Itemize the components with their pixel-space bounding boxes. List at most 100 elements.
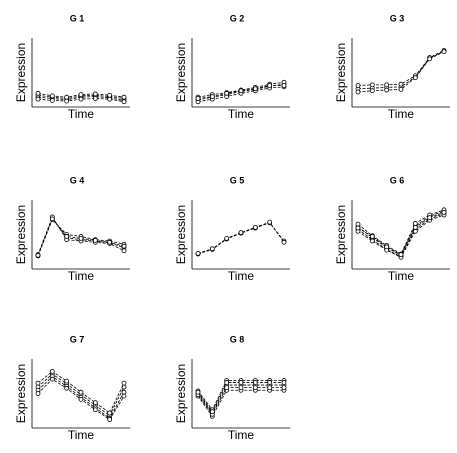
- point: [92, 91, 98, 97]
- point: [64, 385, 70, 391]
- point: [267, 219, 273, 225]
- point: [267, 385, 273, 391]
- point: [107, 239, 113, 245]
- point: [49, 216, 55, 222]
- point: [64, 98, 70, 104]
- point: [412, 221, 418, 226]
- point: [369, 82, 375, 88]
- point: [49, 98, 55, 103]
- point: [92, 407, 98, 413]
- point: [64, 234, 70, 239]
- point: [427, 215, 433, 221]
- x-axis-label: Time: [388, 269, 415, 283]
- point: [121, 248, 127, 254]
- point: [412, 75, 418, 81]
- point: [252, 86, 258, 92]
- point: [355, 89, 361, 95]
- point: [78, 96, 84, 102]
- point: [121, 99, 127, 105]
- y-axis-label: Expression: [334, 43, 348, 102]
- point: [281, 83, 287, 88]
- chart-title: G 6: [390, 175, 405, 185]
- point: [121, 393, 127, 399]
- point: [252, 385, 258, 391]
- point: [281, 380, 287, 385]
- point: [35, 252, 41, 258]
- point: [64, 94, 70, 100]
- chart-title: G 3: [390, 13, 405, 23]
- point: [238, 88, 244, 94]
- point: [267, 380, 273, 385]
- point: [35, 380, 41, 386]
- x-axis-label: Time: [68, 428, 95, 442]
- point: [369, 238, 375, 244]
- point: [35, 391, 41, 396]
- point: [355, 225, 361, 231]
- point: [427, 56, 433, 62]
- point: [355, 83, 361, 88]
- chart-title: G 4: [70, 175, 85, 185]
- point: [78, 389, 84, 395]
- y-axis-label: Expression: [14, 43, 28, 102]
- point: [224, 385, 230, 391]
- point: [107, 417, 113, 422]
- point: [224, 380, 230, 385]
- point: [78, 235, 84, 241]
- point: [238, 230, 244, 235]
- point: [49, 368, 55, 374]
- y-axis-label: Expression: [174, 364, 188, 423]
- point: [49, 376, 55, 382]
- point: [209, 409, 215, 415]
- point: [384, 82, 390, 88]
- point: [398, 252, 404, 258]
- point: [224, 90, 230, 96]
- point: [49, 93, 55, 99]
- point: [92, 400, 98, 406]
- point: [121, 243, 127, 249]
- point: [281, 239, 287, 245]
- point: [398, 87, 404, 92]
- point: [209, 94, 215, 99]
- point: [384, 244, 390, 250]
- y-axis-label: Expression: [174, 43, 188, 102]
- point: [35, 96, 41, 102]
- x-axis-label: Time: [388, 107, 415, 121]
- point: [398, 81, 404, 87]
- point: [369, 88, 375, 94]
- x-axis-label: Time: [68, 269, 95, 283]
- point: [121, 94, 127, 100]
- point: [384, 87, 390, 93]
- point: [92, 237, 98, 243]
- point: [107, 92, 113, 98]
- point: [78, 92, 84, 97]
- point: [121, 380, 127, 386]
- point: [195, 389, 201, 395]
- point: [78, 396, 84, 402]
- point: [252, 380, 258, 385]
- point: [252, 224, 258, 230]
- point: [267, 83, 273, 88]
- point: [209, 246, 215, 252]
- point: [224, 235, 230, 241]
- point: [441, 49, 447, 55]
- chart-title: G 5: [230, 175, 245, 185]
- chart-title: G 8: [230, 334, 245, 344]
- y-axis-label: Expression: [14, 205, 28, 264]
- chart-title: G 1: [70, 13, 85, 23]
- point: [238, 380, 244, 385]
- point: [195, 96, 201, 101]
- point: [369, 234, 375, 239]
- point: [412, 224, 418, 230]
- point: [92, 96, 98, 101]
- point: [441, 209, 447, 215]
- point: [107, 410, 113, 416]
- point: [35, 90, 41, 96]
- y-axis-label: Expression: [174, 205, 188, 264]
- y-axis-label: Expression: [14, 364, 28, 423]
- point: [281, 385, 287, 391]
- point: [195, 250, 201, 256]
- point: [107, 96, 113, 102]
- chart-title: G 7: [70, 334, 85, 344]
- x-axis-label: Time: [228, 107, 255, 121]
